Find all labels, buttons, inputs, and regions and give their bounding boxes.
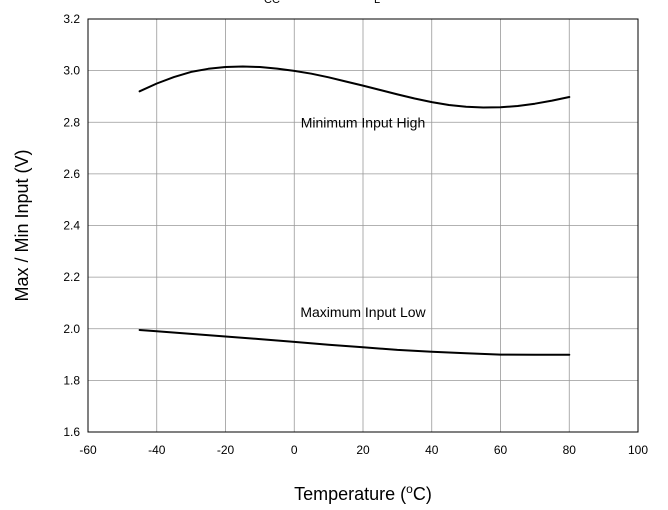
- y-tick-label: 3.0: [63, 64, 80, 78]
- y-tick-label: 1.8: [63, 373, 80, 387]
- x-tick-label: -40: [148, 443, 166, 457]
- x-tick-labels: -60 -40 -20 0 20 40 60 80 100: [79, 443, 648, 457]
- annotations: Minimum Input High Maximum Input Low: [300, 114, 426, 320]
- x-tick-label: 0: [291, 443, 298, 457]
- chart-title-fragment-cc: CC: [264, 0, 280, 6]
- series-line-1: [138, 65, 571, 109]
- series-annotation: Maximum Input Low: [300, 304, 426, 320]
- x-tick-label: -60: [79, 443, 97, 457]
- y-tick-label: 2.8: [63, 115, 80, 129]
- x-tick-label: 80: [563, 443, 577, 457]
- y-tick-label: 2.0: [63, 322, 80, 336]
- x-tick-label: 100: [628, 443, 648, 457]
- data-series: [138, 65, 571, 356]
- plot-area-frame: [87, 18, 639, 433]
- series-annotation: Minimum Input High: [301, 114, 426, 130]
- x-tick-label: 60: [494, 443, 508, 457]
- x-tick-label: 40: [425, 443, 439, 457]
- x-axis-title: Temperature (oC): [294, 482, 432, 504]
- x-tick-label: 20: [356, 443, 370, 457]
- y-tick-label: 2.6: [63, 167, 80, 181]
- y-tick-label: 2.2: [63, 270, 80, 284]
- series-line-2: [138, 329, 571, 356]
- y-axis-title: Max / Min Input (V): [12, 149, 32, 301]
- y-tick-label: 3.2: [63, 12, 80, 26]
- grid-lines: [87, 18, 639, 433]
- x-tick-label: -20: [217, 443, 235, 457]
- y-tick-labels: 1.6 1.8 2.0 2.2 2.4 2.6 2.8 3.0 3.2: [63, 12, 80, 439]
- y-tick-label: 1.6: [63, 425, 80, 439]
- y-tick-label: 2.4: [63, 219, 80, 233]
- chart-title-fragment-l: L: [374, 0, 380, 6]
